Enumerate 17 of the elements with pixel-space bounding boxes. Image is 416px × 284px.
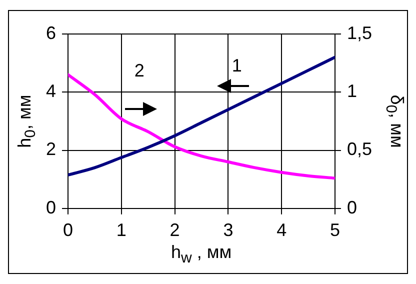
y-tick-label: 2 xyxy=(46,139,56,160)
y-tick-label: 6 xyxy=(46,22,56,43)
y2-tick-label: 0 xyxy=(346,197,357,218)
y2-tick-label: 1 xyxy=(346,81,357,102)
x-tick-label: 3 xyxy=(223,220,234,240)
y2-tick-label: 1,5 xyxy=(346,22,372,43)
x-tick-label: 2 xyxy=(170,220,180,240)
x-tick-label: 1 xyxy=(116,220,126,240)
x-axis-title: h$_{w}$ , мм xyxy=(170,242,232,267)
annotation: 2 xyxy=(134,60,144,82)
annotation: 1 xyxy=(232,56,242,77)
x-tick-label: 0 xyxy=(63,220,74,240)
y-tick-label: 4 xyxy=(46,81,56,102)
x-tick-label: 5 xyxy=(330,220,340,240)
x-tick-label: 4 xyxy=(276,220,287,240)
y2-tick-label: 0,5 xyxy=(346,139,372,160)
y-tick-label: 0 xyxy=(46,197,56,218)
